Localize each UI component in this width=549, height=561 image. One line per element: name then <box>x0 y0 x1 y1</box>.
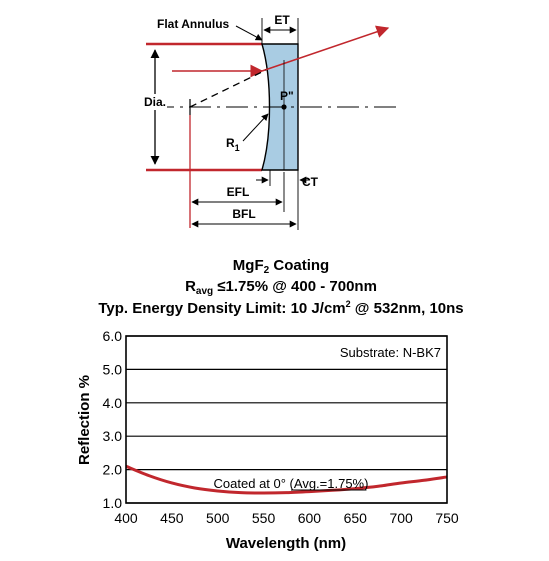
y-tick-label: 1.0 <box>103 495 123 511</box>
efl-label: EFL <box>227 185 250 199</box>
x-tick-label: 550 <box>252 510 276 526</box>
coating-title-line2: Ravg ≤1.75% @ 400 - 700nm <box>185 278 377 297</box>
tick-labels: 1.0 2.0 3.0 4.0 5.0 6.0 400 450 500 550 600 650 700 7… <box>103 328 459 526</box>
plot-area <box>126 336 447 503</box>
flat-annulus-label: Flat Annulus <box>157 17 230 31</box>
flat-annulus-leader <box>235 25 263 41</box>
x-tick-label: 650 <box>344 510 368 526</box>
x-tick-label: 450 <box>160 510 184 526</box>
bfl-label: BFL <box>232 207 255 221</box>
lens-diagram: ET Flat Annulus Dia. P" R1 CT EFL BFL <box>143 13 400 230</box>
series-line-coated <box>125 464 448 495</box>
r1-leader <box>242 113 269 142</box>
y-tick-label: 4.0 <box>103 395 123 411</box>
y-tick-label: 3.0 <box>103 428 123 444</box>
coating-title-line1: MgF2 Coating <box>233 257 329 276</box>
dia-label: Dia. <box>144 95 166 109</box>
x-tick-label: 750 <box>435 510 459 526</box>
virtual-ray <box>189 69 267 108</box>
x-tick-label: 400 <box>114 510 138 526</box>
coating-title: MgF2 Coating Ravg ≤1.75% @ 400 - 700nm T… <box>98 257 463 317</box>
series-layer <box>125 464 448 495</box>
y-axis-label: Reflection % <box>76 375 93 465</box>
et-label: ET <box>274 13 290 27</box>
dia-label-bg <box>143 94 167 110</box>
plot-frame <box>125 335 448 504</box>
x-tick-label: 700 <box>389 510 413 526</box>
y-tick-label: 2.0 <box>103 462 123 478</box>
principal-point-label: P" <box>280 89 294 103</box>
series-label: Coated at 0° (Avg.=1.75%) <box>214 476 369 491</box>
x-tick-label: 500 <box>206 510 230 526</box>
reflection-chart: 1.0 2.0 3.0 4.0 5.0 6.0 400 450 500 550 600 650 700 7… <box>76 328 459 552</box>
r1-label: R1 <box>226 136 240 153</box>
coating-title-line3: Typ. Energy Density Limit: 10 J/cm2 @ 53… <box>98 299 463 317</box>
y-tick-label: 5.0 <box>103 361 123 377</box>
y-tick-label: 6.0 <box>103 328 123 344</box>
x-tick-label: 600 <box>298 510 322 526</box>
outgoing-ray <box>261 25 390 72</box>
x-axis-label: Wavelength (nm) <box>226 535 346 552</box>
ct-label: CT <box>302 175 319 189</box>
substrate-annotation: Substrate: N-BK7 <box>340 345 441 360</box>
